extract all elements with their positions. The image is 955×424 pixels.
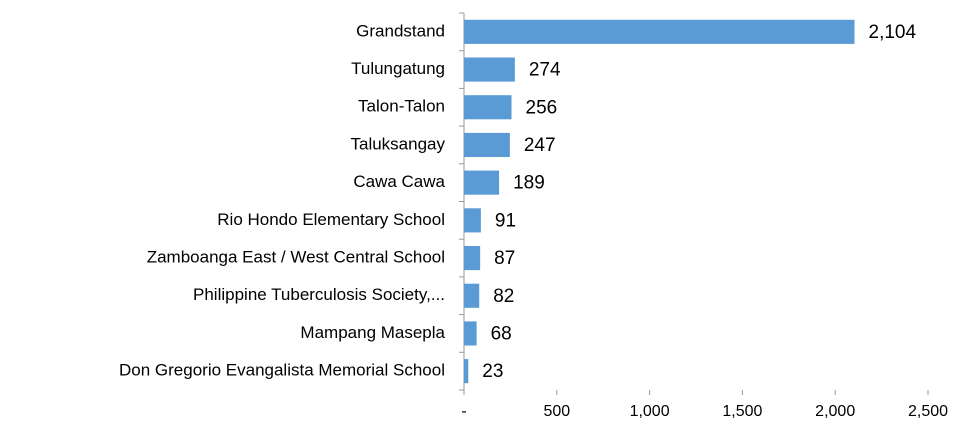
value-label: 23 <box>482 361 503 382</box>
bar <box>464 208 481 233</box>
x-tick-label: 2,000 <box>815 403 855 420</box>
bar <box>464 132 510 158</box>
bar <box>464 57 515 82</box>
value-label: 82 <box>493 286 514 307</box>
y-tick-label: Taluksangay <box>350 134 445 153</box>
x-tick-label: 2,500 <box>908 403 948 420</box>
value-label: 189 <box>513 173 545 194</box>
bar <box>464 95 512 120</box>
y-tick-label: Rio Hondo Elementary School <box>217 210 445 229</box>
y-tick-label: Tulungatung <box>351 59 445 78</box>
value-label: 87 <box>494 248 515 269</box>
value-label: 256 <box>526 97 558 118</box>
value-label: 91 <box>495 210 516 231</box>
x-tick-label: 500 <box>543 403 570 420</box>
value-label: 2,104 <box>869 22 917 43</box>
x-tick-label: 1,500 <box>722 403 762 420</box>
y-tick-label: Philippine Tuberculosis Society,... <box>193 285 445 304</box>
y-tick-label: Grandstand <box>356 21 445 40</box>
y-tick-label: Mampang Masepla <box>300 323 445 342</box>
y-tick-label: Talon-Talon <box>358 97 445 116</box>
bar <box>464 359 469 384</box>
x-tick-label: - <box>461 403 466 420</box>
value-label: 247 <box>524 135 556 156</box>
y-tick-label: Zamboanga East / West Central School <box>147 248 445 267</box>
bar <box>464 245 481 271</box>
y-tick-label: Cawa Cawa <box>353 172 445 191</box>
y-tick-label: Don Gregorio Evangalista Memorial School <box>119 361 445 380</box>
value-label: 68 <box>491 323 512 344</box>
bar <box>464 283 480 308</box>
value-label: 274 <box>529 60 561 81</box>
bar <box>464 19 855 44</box>
bar <box>464 321 477 346</box>
x-tick-label: 1,000 <box>630 403 670 420</box>
bar <box>464 170 500 195</box>
